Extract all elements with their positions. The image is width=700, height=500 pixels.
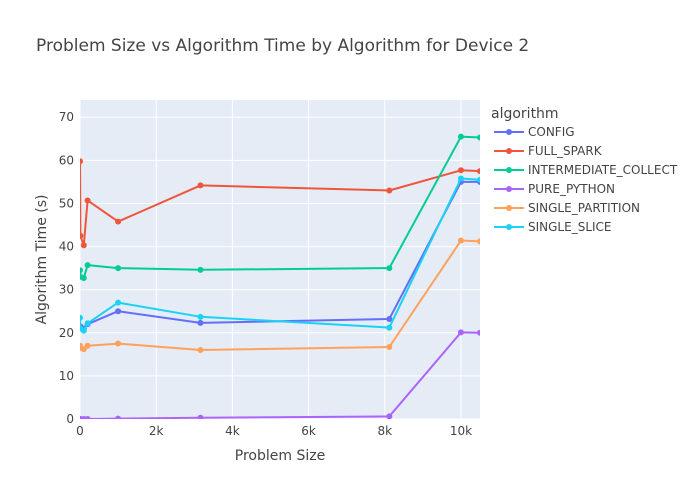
data-point [457, 329, 464, 336]
data-point [80, 327, 87, 334]
data-point [386, 324, 393, 331]
data-point [197, 319, 204, 326]
data-point [115, 340, 122, 347]
data-point [115, 415, 122, 419]
data-point [386, 315, 393, 322]
legend-item[interactable]: INTERMEDIATE_COLLECT [494, 163, 678, 177]
x-tick-label: 4k [225, 424, 240, 438]
legend-item[interactable]: FULL_SPARK [494, 144, 603, 158]
data-point [115, 218, 122, 225]
legend-marker [506, 148, 512, 154]
data-point [80, 242, 87, 249]
y-tick-label: 60 [59, 153, 74, 167]
y-axis-label: Algorithm Time (s) [34, 195, 50, 325]
series-pure-python [80, 329, 480, 419]
data-point [84, 262, 91, 269]
legend-title: algorithm [491, 106, 559, 122]
data-point [84, 197, 91, 204]
data-point [80, 346, 87, 353]
tick-labels: 0 10 20 30 40 50 60 70 0 2k 4k 6k 8k 10k [59, 110, 472, 438]
data-point [115, 308, 122, 315]
data-point [386, 265, 393, 272]
data-point [386, 344, 393, 351]
y-tick-label: 20 [59, 326, 74, 340]
x-tick-label: 8k [377, 424, 392, 438]
data-point [84, 416, 91, 419]
x-axis-label: Problem Size [235, 448, 325, 464]
data-point [197, 414, 204, 419]
data-point [386, 187, 393, 194]
chart-title: Problem Size vs Algorithm Time by Algori… [36, 36, 529, 56]
series-single-slice [80, 175, 480, 334]
legend-marker [506, 167, 512, 173]
legend-marker [506, 205, 512, 211]
y-tick-label: 10 [59, 369, 74, 383]
data-point [457, 237, 464, 244]
data-point [80, 232, 84, 239]
x-tick-label: 10k [450, 424, 472, 438]
data-point [84, 342, 91, 349]
y-tick-label: 50 [59, 196, 74, 210]
data-point [80, 158, 83, 165]
data-point [80, 275, 87, 282]
x-tick-label: 0 [76, 424, 84, 438]
y-tick-label: 70 [59, 110, 74, 124]
legend-item[interactable]: SINGLE_PARTITION [494, 201, 640, 215]
y-tick-label: 0 [66, 412, 74, 426]
legend-label: CONFIG [528, 125, 575, 139]
data-point [457, 133, 464, 140]
data-point [80, 267, 83, 274]
legend-item[interactable]: PURE_PYTHON [494, 182, 615, 196]
data-point [115, 299, 122, 306]
series-full-spark [80, 158, 480, 249]
data-point [197, 313, 204, 320]
data-point [197, 182, 204, 189]
legend-marker [506, 186, 512, 192]
x-tick-label: 6k [301, 424, 316, 438]
data-point [477, 238, 480, 245]
data-point [84, 320, 91, 327]
legend: algorithm CONFIG FULL_SPARK INTERMEDIATE_C… [491, 106, 678, 234]
data-point [477, 329, 480, 336]
grid [79, 100, 480, 420]
legend-label: SINGLE_SLICE [528, 220, 612, 234]
data-point [115, 265, 122, 272]
legend-marker [506, 129, 512, 135]
data-point [197, 347, 204, 354]
x-tick-label: 2k [149, 424, 164, 438]
legend-label: INTERMEDIATE_COLLECT [528, 163, 678, 177]
data-point [457, 175, 464, 182]
legend-label: SINGLE_PARTITION [528, 201, 640, 215]
data-point [197, 266, 204, 273]
plot-area [80, 100, 480, 419]
data-point [80, 314, 83, 321]
legend-item[interactable]: SINGLE_SLICE [494, 220, 612, 234]
legend-marker [506, 224, 512, 230]
series-single-partition [80, 237, 480, 354]
legend-item[interactable]: CONFIG [494, 125, 575, 139]
series-intermediate-collect [80, 133, 480, 282]
data-point [386, 413, 393, 419]
data-point [477, 168, 480, 175]
legend-label: PURE_PYTHON [528, 182, 615, 196]
data-point [457, 167, 464, 174]
data-point [477, 134, 480, 141]
y-tick-label: 40 [59, 240, 74, 254]
series-layer [80, 133, 480, 419]
legend-label: FULL_SPARK [528, 144, 603, 158]
y-tick-label: 30 [59, 283, 74, 297]
data-point [477, 176, 480, 183]
